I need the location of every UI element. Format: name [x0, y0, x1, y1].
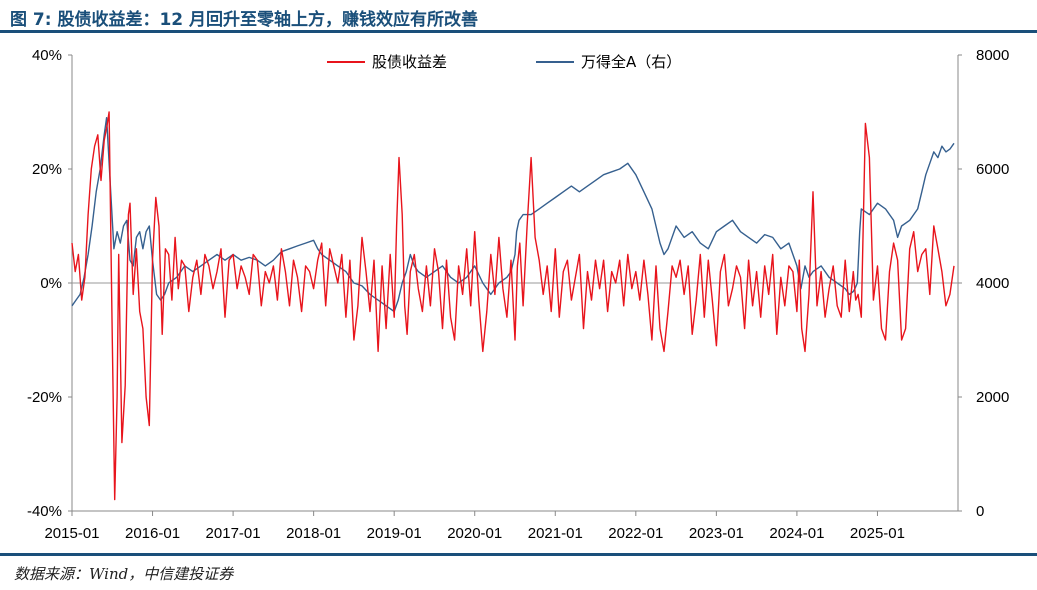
x-tick-label: 2022-01: [608, 525, 663, 542]
left-tick-label: 20%: [32, 161, 62, 178]
left-tick-label: 40%: [32, 47, 62, 64]
x-axis-ticks: 2015-01 2016-01 2017-01 2018-01 2019-01 2020-…: [44, 511, 905, 542]
source-note: 数据来源：Wind，中信建投证券: [14, 565, 234, 583]
figure-title: 图 7: 股债收益差：12 月回升至零轴上方，赚钱效应有所改善: [10, 10, 479, 30]
x-tick-label: 2015-01: [44, 525, 99, 542]
x-tick-label: 2018-01: [286, 525, 341, 542]
series-layer: [71, 111, 955, 501]
right-tick-label: 4000: [976, 275, 1009, 292]
footer-rule: [0, 553, 1037, 556]
x-tick-label: 2020-01: [447, 525, 502, 542]
left-tick-label: 0%: [40, 275, 62, 292]
x-tick-label: 2019-01: [367, 525, 422, 542]
x-tick-label: 2023-01: [689, 525, 744, 542]
legend-item-spread-label: 股债收益差: [372, 53, 447, 71]
legend-item-index-label: 万得全A（右）: [581, 53, 681, 71]
series-line-spread: [71, 111, 955, 501]
x-tick-label: 2024-01: [769, 525, 824, 542]
x-tick-label: 2021-01: [528, 525, 583, 542]
chart-axes: [71, 55, 959, 512]
left-tick-label: -40%: [27, 503, 62, 520]
title-rule: [0, 30, 1037, 33]
left-tick-label: -20%: [27, 389, 62, 406]
right-tick-label: 6000: [976, 161, 1009, 178]
right-tick-label: 2000: [976, 389, 1009, 406]
left-axis-ticks: 40% 20% 0% -20% -40%: [27, 47, 72, 520]
right-tick-label: 0: [976, 503, 984, 520]
right-tick-label: 8000: [976, 47, 1009, 64]
x-tick-label: 2016-01: [125, 525, 180, 542]
x-tick-label: 2017-01: [206, 525, 261, 542]
x-tick-label: 2025-01: [850, 525, 905, 542]
chart-legend: 股债收益差 万得全A（右）: [327, 53, 681, 71]
right-axis-ticks: 8000 6000 4000 2000 0: [958, 47, 1009, 520]
